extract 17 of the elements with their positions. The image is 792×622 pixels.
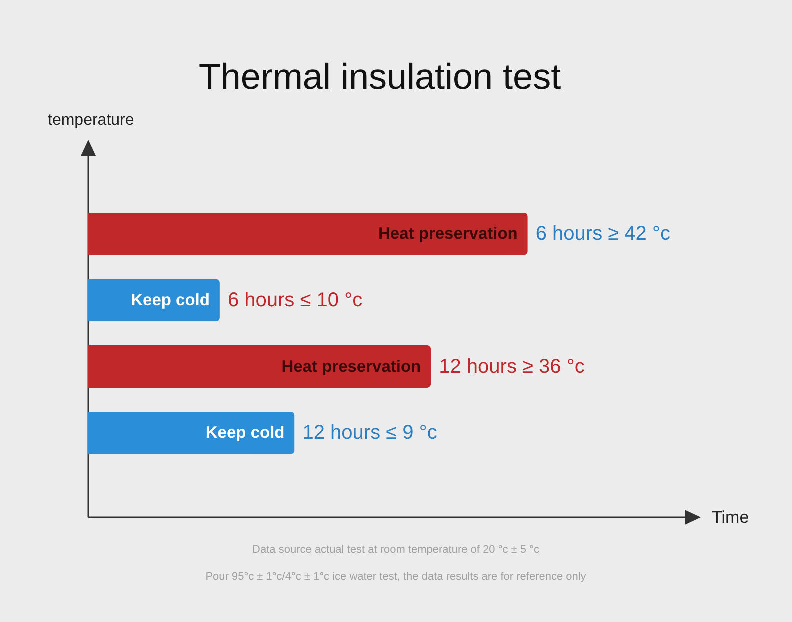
text: Time (712, 508, 750, 528)
text: 6 hours ≥ 42 °c (536, 223, 670, 246)
text: temperature (48, 112, 134, 130)
annotation: 6 hours ≤ 10 °c (228, 289, 363, 312)
y-tick-label: Heat preservation (282, 358, 422, 376)
text: Pour 95°c ± 1°c/4°c ± 1°c ice water test, the data results are for reference only (204, 571, 588, 583)
bar (88, 412, 295, 454)
annotation: 12 hours ≥ 36 °c (439, 356, 585, 378)
source-note: Data source actual test at room temperature of 20 °c ± 5 °c (252, 544, 540, 556)
y-tick-label: Keep cold (131, 291, 210, 310)
bar (88, 279, 220, 322)
bar (88, 346, 432, 388)
y-tick-label: Heat preservation (378, 225, 518, 244)
annotation: 12 hours ≤ 9 °c (302, 422, 438, 444)
chart-title: Thermal insulation test (198, 56, 562, 97)
y-tick-label: Keep cold (206, 424, 285, 442)
bar (88, 212, 528, 256)
